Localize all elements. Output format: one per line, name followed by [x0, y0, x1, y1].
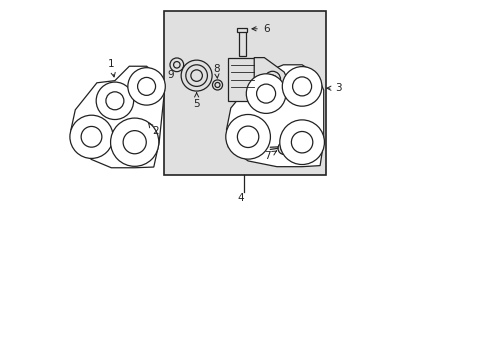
Circle shape	[260, 94, 271, 105]
Circle shape	[282, 67, 321, 106]
Text: 9: 9	[167, 70, 174, 80]
Bar	[163, 11, 325, 175]
Text: 4: 4	[237, 193, 244, 203]
Circle shape	[127, 68, 165, 105]
Circle shape	[263, 96, 268, 102]
Circle shape	[292, 77, 311, 96]
Polygon shape	[254, 90, 278, 110]
Circle shape	[268, 75, 276, 83]
Circle shape	[185, 65, 207, 86]
Bar	[237, 28, 247, 32]
Circle shape	[96, 82, 133, 120]
Circle shape	[237, 126, 258, 148]
Circle shape	[81, 126, 102, 147]
Circle shape	[123, 131, 146, 154]
Circle shape	[256, 84, 275, 103]
Text: 7: 7	[264, 151, 276, 161]
Circle shape	[215, 82, 220, 87]
Polygon shape	[71, 66, 164, 168]
Polygon shape	[226, 65, 323, 167]
Text: 3: 3	[326, 83, 342, 93]
Bar	[228, 58, 257, 101]
Circle shape	[70, 115, 113, 158]
Circle shape	[106, 92, 123, 110]
Circle shape	[181, 60, 212, 91]
Text: 2: 2	[148, 123, 158, 136]
Circle shape	[291, 131, 312, 153]
Circle shape	[280, 145, 287, 152]
Text: 8: 8	[213, 64, 219, 78]
Text: 1: 1	[108, 59, 115, 77]
Circle shape	[110, 118, 159, 166]
Text: 5: 5	[193, 93, 200, 109]
Circle shape	[212, 80, 222, 90]
Circle shape	[170, 58, 183, 72]
Circle shape	[137, 77, 155, 95]
Polygon shape	[254, 58, 288, 101]
Circle shape	[277, 142, 289, 154]
Circle shape	[173, 62, 180, 68]
Circle shape	[190, 70, 202, 81]
Bar	[238, 31, 245, 56]
Circle shape	[246, 74, 285, 113]
Circle shape	[225, 114, 270, 159]
Text: 6: 6	[251, 24, 269, 34]
Circle shape	[264, 71, 280, 87]
Circle shape	[279, 120, 324, 165]
